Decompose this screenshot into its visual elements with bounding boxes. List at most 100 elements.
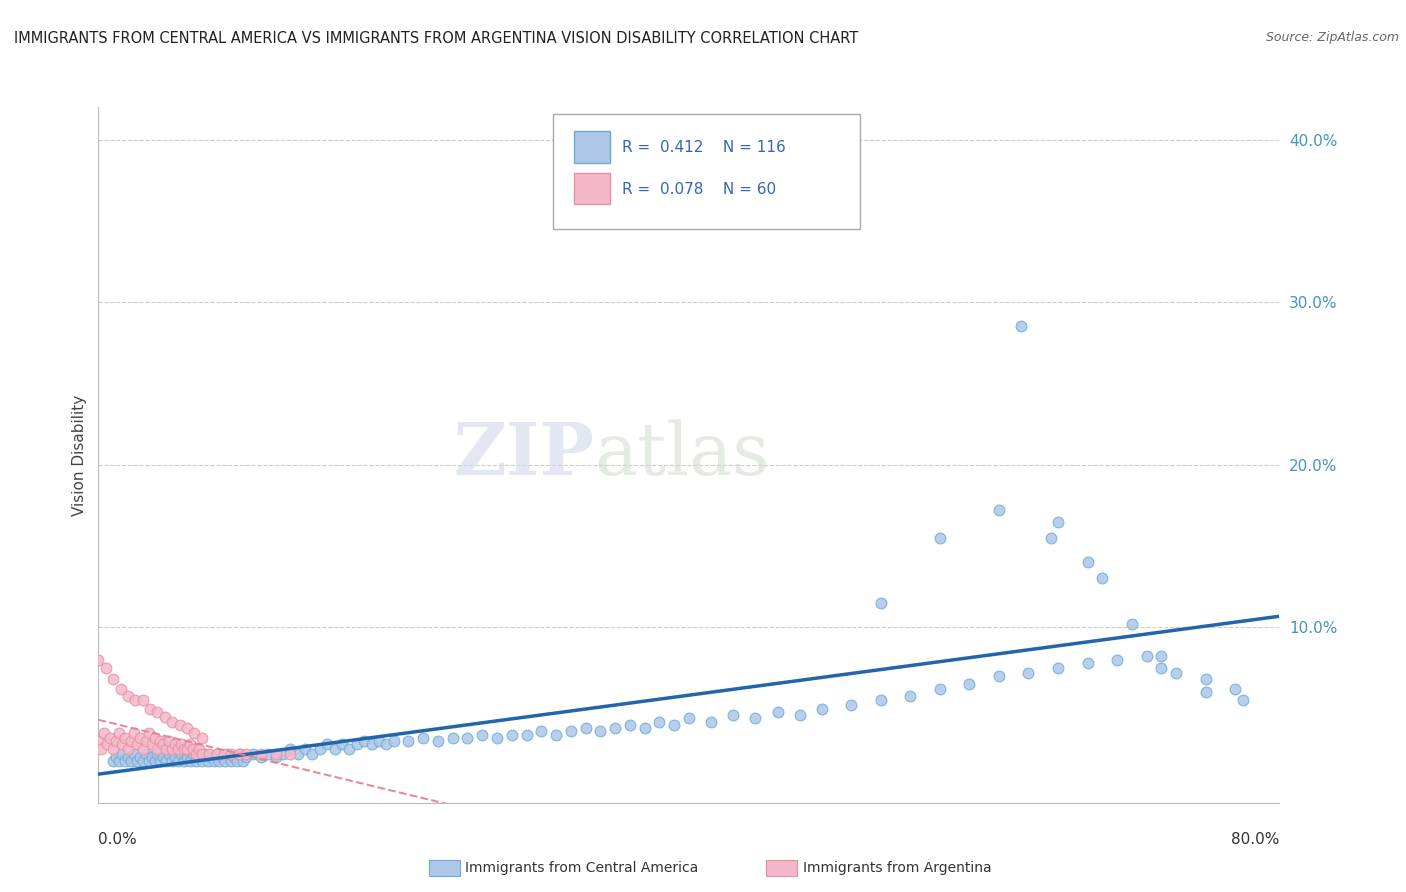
Point [810, 701, 832, 715]
Point [205, 747, 228, 761]
Point [162, 742, 183, 756]
Point [1018, 665, 1040, 680]
Point [1077, 555, 1099, 569]
Point [530, 724, 553, 739]
Point [1136, 649, 1159, 664]
Point [181, 747, 204, 761]
Text: R =  0.078    N = 60: R = 0.078 N = 60 [621, 182, 776, 196]
Point [202, 754, 225, 768]
Point [169, 718, 191, 732]
Point [155, 754, 177, 768]
Point [330, 737, 353, 751]
Point [242, 747, 264, 761]
Point [173, 742, 195, 756]
Point [111, 747, 134, 761]
Point [744, 711, 766, 725]
Point [114, 731, 136, 745]
Point [146, 747, 169, 761]
Point [353, 734, 375, 748]
Point [105, 734, 128, 748]
Point [191, 731, 214, 745]
Point [124, 693, 146, 707]
Point [120, 734, 142, 748]
Point [153, 709, 176, 723]
Point [146, 705, 169, 719]
Point [323, 742, 346, 756]
Point [221, 754, 243, 768]
Point [339, 742, 361, 756]
Point [176, 750, 198, 764]
Point [87, 734, 110, 748]
Point [250, 750, 273, 764]
Point [170, 747, 193, 761]
Point [1150, 661, 1173, 675]
Point [139, 701, 162, 715]
Point [280, 742, 302, 756]
Point [135, 747, 157, 761]
Point [208, 754, 231, 768]
Point [575, 721, 598, 735]
Point [122, 726, 145, 740]
Point [141, 737, 163, 751]
Point [111, 737, 134, 751]
Point [103, 742, 125, 756]
Point [1046, 661, 1070, 675]
Point [212, 747, 235, 761]
Point [271, 747, 294, 761]
Point [191, 754, 214, 768]
Point [184, 747, 207, 761]
Point [929, 531, 952, 545]
Text: 0.0%: 0.0% [98, 832, 138, 847]
Point [214, 754, 236, 768]
Point [128, 731, 150, 745]
Point [229, 747, 252, 761]
Point [264, 747, 287, 761]
Point [988, 503, 1011, 517]
Point [360, 737, 382, 751]
Point [128, 750, 150, 764]
Point [471, 727, 494, 741]
Point [634, 721, 657, 735]
Point [176, 742, 198, 756]
Point [197, 754, 219, 768]
Point [105, 750, 128, 764]
Point [181, 742, 204, 756]
Point [165, 750, 187, 764]
Point [117, 750, 139, 764]
Text: 80.0%: 80.0% [1232, 832, 1279, 847]
Point [167, 742, 190, 756]
Point [486, 731, 509, 745]
Point [173, 754, 195, 768]
Point [1010, 319, 1032, 334]
Point [179, 737, 201, 751]
Point [87, 653, 110, 667]
Point [546, 727, 568, 741]
Point [250, 747, 273, 761]
Text: Immigrants from Central America: Immigrants from Central America [465, 861, 699, 875]
Point [382, 734, 405, 748]
Point [98, 731, 121, 745]
Point [1195, 672, 1218, 686]
Point [143, 754, 166, 768]
Point [162, 714, 183, 729]
Point [132, 742, 155, 756]
Point [184, 754, 207, 768]
Point [664, 718, 686, 732]
Point [228, 747, 250, 761]
Point [309, 742, 332, 756]
Point [700, 714, 723, 729]
Point [368, 734, 391, 748]
Point [149, 754, 172, 768]
Point [200, 750, 222, 764]
Point [1046, 515, 1070, 529]
Bar [575, 173, 610, 204]
Point [114, 754, 136, 768]
Point [441, 731, 464, 745]
Point [132, 754, 155, 768]
Point [398, 734, 420, 748]
Point [589, 724, 612, 739]
Point [560, 724, 582, 739]
Point [1232, 693, 1254, 707]
Point [96, 737, 118, 751]
Point [841, 698, 863, 713]
